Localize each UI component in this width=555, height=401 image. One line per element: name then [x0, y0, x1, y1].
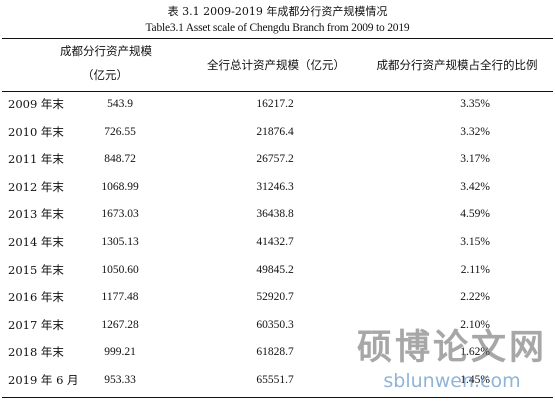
header-chengdu-assets: 成都分行资产规模 — [60, 44, 152, 58]
cell-chengdu-assets: 999.21 — [104, 346, 136, 359]
cell-period: 2016 年末 — [8, 290, 64, 305]
cell-total-assets: 60350.3 — [256, 318, 294, 331]
cell-period: 2011 年末 — [8, 152, 64, 167]
cell-period: 2019 年 6 月 — [8, 372, 79, 387]
cell-chengdu-assets: 543.9 — [107, 98, 133, 110]
cell-chengdu-assets: 1267.28 — [101, 318, 139, 331]
table-row: 2016 年末 1177.48 52920.7 2.22% — [0, 284, 555, 312]
header-total-assets: 全行总计资产规模（亿元） — [207, 58, 345, 72]
table-caption-chinese: 表 3.1 2009-2019 年成都分行资产规模情况 — [167, 5, 388, 18]
table-row: 2019 年 6 月 953.33 65551.7 1.45% — [0, 367, 555, 395]
header-share-ratio: 成都分行资产规模占全行的比例 — [376, 58, 538, 72]
cell-share-ratio: 3.15% — [460, 235, 490, 248]
cell-total-assets: 49845.2 — [256, 263, 294, 276]
cell-total-assets: 36438.8 — [256, 208, 294, 221]
cell-period: 2015 年末 — [8, 262, 64, 277]
table-row: 2011 年末 848.72 26757.2 3.17% — [0, 146, 555, 174]
cell-total-assets: 26757.2 — [256, 153, 294, 166]
cell-period: 2010 年末 — [8, 124, 64, 139]
table-body: 2009 年末 543.9 16217.2 3.35% 2010 年末 726.… — [0, 91, 555, 395]
cell-share-ratio: 4.59% — [460, 208, 490, 221]
cell-chengdu-assets: 1177.48 — [101, 291, 139, 304]
cell-share-ratio: 3.35% — [460, 98, 490, 110]
cell-chengdu-assets: 1050.60 — [101, 263, 139, 276]
cell-chengdu-assets: 1305.13 — [101, 235, 139, 248]
cell-total-assets: 61828.7 — [256, 346, 294, 359]
cell-period: 2014 年末 — [8, 234, 64, 249]
cell-total-assets: 65551.7 — [256, 373, 294, 386]
table-row: 2017 年末 1267.28 60350.3 2.10% — [0, 312, 555, 340]
cell-total-assets: 31246.3 — [256, 180, 294, 193]
cell-total-assets: 16217.2 — [256, 98, 294, 110]
cell-chengdu-assets: 726.55 — [104, 125, 136, 138]
cell-share-ratio: 2.22% — [460, 291, 490, 304]
cell-share-ratio: 3.17% — [460, 153, 490, 166]
cell-total-assets: 21876.4 — [256, 125, 294, 138]
cell-share-ratio: 1.45% — [460, 373, 490, 386]
cell-period: 2012 年末 — [8, 179, 64, 194]
table-row: 2014 年末 1305.13 41432.7 3.15% — [0, 229, 555, 257]
table-header-rule — [2, 91, 553, 92]
cell-period: 2017 年末 — [8, 317, 64, 332]
cell-total-assets: 41432.7 — [256, 235, 294, 248]
cell-chengdu-assets: 848.72 — [104, 153, 136, 166]
table-row: 2018 年末 999.21 61828.7 1.62% — [0, 339, 555, 367]
header-chengdu-assets-unit: （亿元） — [82, 68, 128, 82]
cell-period: 2013 年末 — [8, 207, 64, 222]
table-row: 2012 年末 1068.99 31246.3 3.42% — [0, 174, 555, 202]
cell-total-assets: 52920.7 — [256, 291, 294, 304]
cell-share-ratio: 3.42% — [460, 180, 490, 193]
cell-share-ratio: 3.32% — [460, 125, 490, 138]
table-row: 2010 年末 726.55 21876.4 3.32% — [0, 119, 555, 147]
cell-chengdu-assets: 1068.99 — [101, 180, 139, 193]
cell-chengdu-assets: 1673.03 — [101, 208, 139, 221]
cell-share-ratio: 1.62% — [460, 346, 490, 359]
cell-share-ratio: 2.10% — [460, 318, 490, 331]
cell-chengdu-assets: 953.33 — [104, 373, 136, 386]
cell-share-ratio: 2.11% — [460, 263, 490, 276]
table-caption-english: Table3.1 Asset scale of Chengdu Branch f… — [145, 22, 410, 34]
table-top-rule — [2, 38, 553, 39]
table-row: 2009 年末 543.9 16217.2 3.35% — [0, 91, 555, 119]
table-row: 2013 年末 1673.03 36438.8 4.59% — [0, 201, 555, 229]
table-bottom-rule — [2, 397, 553, 398]
table-row: 2015 年末 1050.60 49845.2 2.11% — [0, 257, 555, 285]
cell-period: 2009 年末 — [8, 97, 64, 111]
cell-period: 2018 年末 — [8, 345, 64, 360]
